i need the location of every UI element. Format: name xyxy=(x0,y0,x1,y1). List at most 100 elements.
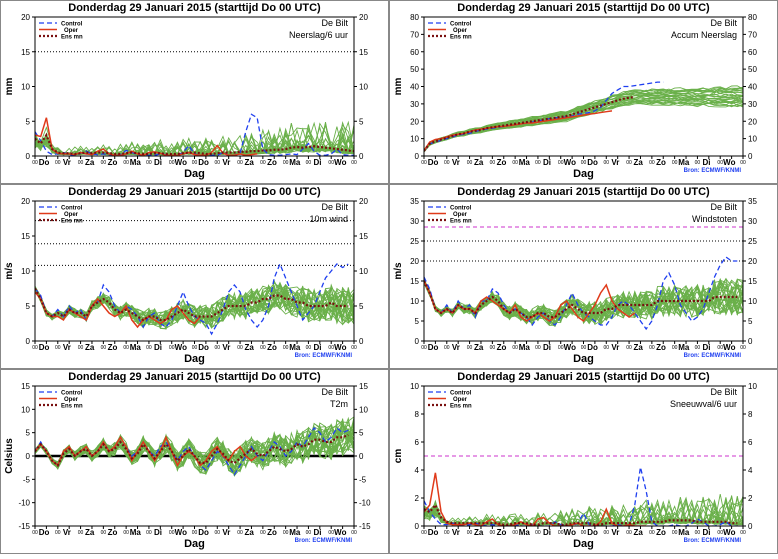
variable-label: T2m xyxy=(330,399,348,409)
x-day-label: Do xyxy=(587,158,598,167)
y-tick-label-right: -15 xyxy=(359,522,371,531)
x-tick-hour-label: 00 xyxy=(717,530,723,536)
x-tick-hour-label: 00 xyxy=(32,345,38,351)
chart-title: Donderdag 29 Januari 2015 (starttijd Do … xyxy=(68,371,321,383)
ens-mean-line xyxy=(35,433,349,468)
x-tick-hour-label: 00 xyxy=(351,160,357,166)
panel-gusts: Donderdag 29 Januari 2015 (starttijd Do … xyxy=(389,184,778,369)
y-tick-label-left: 2 xyxy=(415,494,420,503)
legend-label-2: Ens mn xyxy=(61,404,83,410)
x-tick-hour-label: 00 xyxy=(490,160,496,166)
y-tick-label-right: 50 xyxy=(748,65,757,74)
y-tick-label-right: 2 xyxy=(748,494,753,503)
y-tick-label-left: 30 xyxy=(410,100,419,109)
ens-mean-line xyxy=(424,280,738,319)
y-tick-label-left: 5 xyxy=(26,117,31,126)
x-day-label: Ma xyxy=(519,158,531,167)
x-day-label: Di xyxy=(314,528,322,537)
control-line xyxy=(424,256,738,331)
y-tick-label-right: 8 xyxy=(748,410,753,419)
x-tick-hour-label: 00 xyxy=(695,160,701,166)
panel-accum: Donderdag 29 Januari 2015 (starttijd Do … xyxy=(389,0,778,184)
station-label: De Bilt xyxy=(321,387,348,397)
x-day-label: Za xyxy=(634,343,644,352)
y-tick-label-left: 0 xyxy=(26,452,31,461)
x-day-label: Ma xyxy=(289,343,301,352)
y-tick-label-left: 10 xyxy=(21,267,30,276)
x-tick-hour-label: 00 xyxy=(260,345,266,351)
legend-label-1: Oper xyxy=(64,28,79,34)
oper-line xyxy=(35,291,201,329)
x-tick-hour-label: 00 xyxy=(306,345,312,351)
x-tick-hour-label: 00 xyxy=(421,530,427,536)
station-label: De Bilt xyxy=(710,18,737,28)
x-day-label: Za xyxy=(474,158,484,167)
y-tick-label-right: 10 xyxy=(359,405,368,414)
x-tick-hour-label: 00 xyxy=(740,345,746,351)
chart-title: Donderdag 29 Januari 2015 (starttijd Do … xyxy=(457,371,710,383)
y-tick-label-left: 25 xyxy=(410,237,419,246)
source-label: Bron: ECMWF/KNMI xyxy=(684,168,742,174)
x-day-label: Vr xyxy=(611,158,619,167)
x-tick-hour-label: 00 xyxy=(649,345,655,351)
x-tick-hour-label: 00 xyxy=(192,160,198,166)
x-day-label: Vr xyxy=(63,343,71,352)
x-tick-hour-label: 00 xyxy=(123,345,129,351)
source-label: Bron: ECMWF/KNMI xyxy=(295,538,353,544)
ensemble-member-line xyxy=(424,279,743,322)
legend-label-0: Control xyxy=(61,22,83,28)
panel-snow6h: Donderdag 29 Januari 2015 (starttijd Do … xyxy=(389,369,778,554)
x-tick-hour-label: 00 xyxy=(78,530,84,536)
x-day-label: Di xyxy=(314,343,322,352)
y-tick-label-right: 30 xyxy=(748,100,757,109)
x-day-label: Za xyxy=(634,528,644,537)
x-tick-hour-label: 00 xyxy=(55,530,61,536)
y-tick-label-right: 40 xyxy=(748,83,757,92)
source-label: Bron: ECMWF/KNMI xyxy=(295,353,353,359)
series-group xyxy=(35,113,354,156)
x-day-label: Wo xyxy=(175,158,187,167)
x-tick-hour-label: 00 xyxy=(649,530,655,536)
y-tick-label-right: 10 xyxy=(748,382,757,391)
x-day-label: Ma xyxy=(678,158,690,167)
x-tick-hour-label: 00 xyxy=(444,160,450,166)
y-tick-label-right: 10 xyxy=(359,83,368,92)
y-tick-label-left: 10 xyxy=(410,297,419,306)
x-day-label: Do xyxy=(198,528,209,537)
legend-label-0: Control xyxy=(450,22,472,28)
x-tick-hour-label: 00 xyxy=(604,345,610,351)
x-tick-hour-label: 00 xyxy=(626,345,632,351)
x-day-label: Ma xyxy=(289,528,301,537)
y-tick-label-right: 10 xyxy=(359,267,368,276)
x-day-label: Di xyxy=(154,343,162,352)
x-tick-hour-label: 00 xyxy=(558,160,564,166)
ens-mean-line xyxy=(424,95,635,152)
x-day-label: Vr xyxy=(222,158,230,167)
x-tick-hour-label: 00 xyxy=(32,530,38,536)
x-day-label: Di xyxy=(703,343,711,352)
y-tick-label-right: 30 xyxy=(748,217,757,226)
x-day-label: Wo xyxy=(723,343,735,352)
y-tick-label-right: 0 xyxy=(359,452,364,461)
y-tick-label-right: 0 xyxy=(748,522,753,531)
x-tick-hour-label: 00 xyxy=(215,530,221,536)
y-tick-label-left: 8 xyxy=(415,410,420,419)
legend-label-0: Control xyxy=(450,391,472,397)
x-tick-hour-label: 00 xyxy=(558,345,564,351)
x-day-label: Do xyxy=(587,528,598,537)
y-tick-label-left: 70 xyxy=(410,30,419,39)
x-day-label: Zo xyxy=(656,343,666,352)
legend-label-0: Control xyxy=(61,206,83,212)
x-day-label: Zo xyxy=(108,528,118,537)
x-tick-hour-label: 00 xyxy=(306,160,312,166)
x-tick-hour-label: 00 xyxy=(444,530,450,536)
x-day-label: Zo xyxy=(497,343,507,352)
x-tick-hour-label: 00 xyxy=(146,530,152,536)
y-tick-label-right: 5 xyxy=(748,317,753,326)
x-day-label: Zo xyxy=(497,528,507,537)
x-day-label: Do xyxy=(587,343,598,352)
x-day-label: Vr xyxy=(452,528,460,537)
y-tick-label-left: 80 xyxy=(410,13,419,22)
x-axis-label: Dag xyxy=(184,538,205,550)
x-day-label: Do xyxy=(428,343,439,352)
